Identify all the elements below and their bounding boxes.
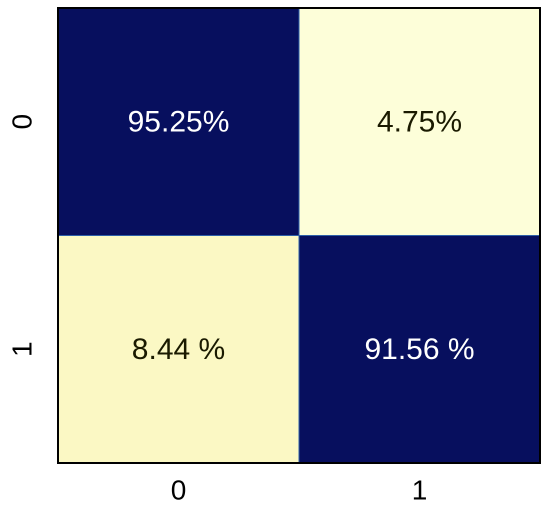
x-tick-label-0: 0 xyxy=(171,475,187,506)
heatmap-cell-1-1 xyxy=(298,235,541,464)
y-axis-ticks: 01 xyxy=(7,114,38,357)
heatmap-cell-1-0 xyxy=(57,235,300,464)
heatmap-frame xyxy=(57,7,541,464)
x-tick-label-1: 1 xyxy=(412,475,428,506)
heatmap-cell-0-1 xyxy=(298,7,541,236)
heatmap-cells: 95.25% 4.75% 8.44 % 91.56 % xyxy=(57,7,541,464)
cell-value-label-0-0: 95.25% xyxy=(128,105,230,138)
y-tick-label-0: 0 xyxy=(7,114,38,130)
cell-value-label-0-1: 4.75% xyxy=(377,105,462,138)
cell-value-label-1-0: 8.44 % xyxy=(132,333,225,366)
y-tick-label-1: 1 xyxy=(7,341,38,357)
heatmap-cell-0-0 xyxy=(57,7,300,236)
cell-value-label-1-1: 91.56 % xyxy=(364,333,474,366)
